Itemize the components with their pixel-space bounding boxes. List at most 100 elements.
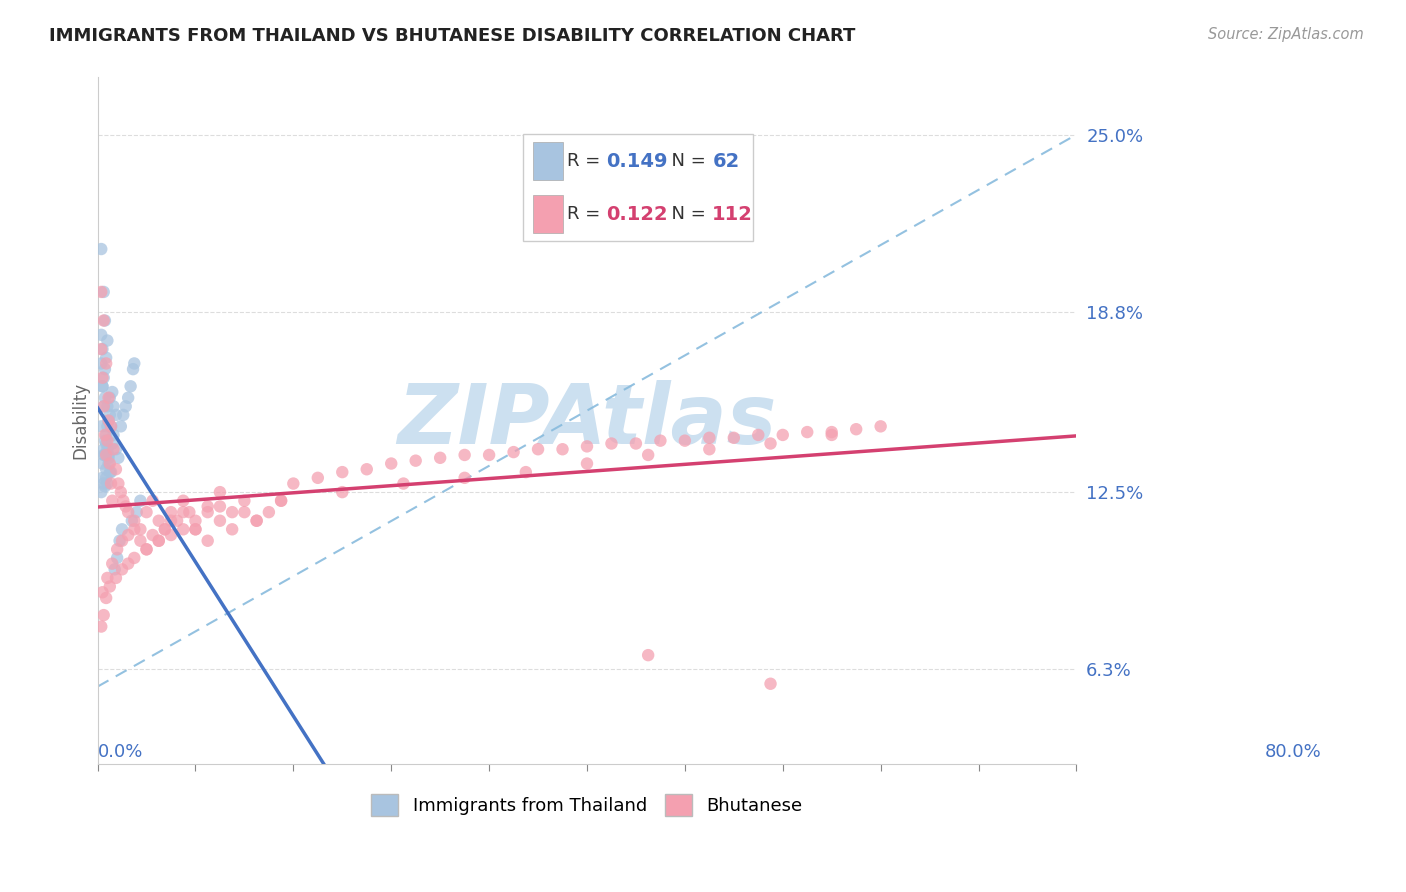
Point (699, 442, 721, 457)
Point (94, 436, 117, 450)
Point (330, 485, 353, 500)
Point (93, 400, 115, 414)
Point (221, 505, 243, 519)
Point (392, 476, 415, 491)
Point (96, 419, 118, 434)
Point (94, 479, 117, 493)
Point (184, 514, 207, 528)
Point (650, 434, 672, 448)
Point (122, 362, 145, 376)
Point (93, 442, 115, 457)
Point (90, 242, 112, 256)
Text: 112: 112 (713, 204, 754, 224)
Text: R =: R = (568, 152, 606, 170)
Point (94, 591, 117, 605)
Point (93, 476, 115, 491)
Point (759, 677, 782, 691)
Point (97, 448, 120, 462)
Point (105, 550, 128, 565)
Point (103, 400, 125, 414)
FancyBboxPatch shape (523, 135, 754, 241)
Point (107, 450, 129, 465)
Point (94, 313, 117, 327)
Point (148, 514, 170, 528)
Point (124, 356, 146, 370)
Point (135, 542, 157, 557)
Text: N =: N = (661, 152, 711, 170)
Point (575, 439, 598, 453)
Point (270, 493, 292, 508)
Point (129, 533, 152, 548)
Point (160, 514, 183, 528)
Point (93, 313, 115, 327)
Point (111, 522, 134, 536)
Point (208, 500, 231, 514)
Point (515, 465, 537, 479)
Point (91, 585, 114, 599)
Legend: Immigrants from Thailand, Bhutanese: Immigrants from Thailand, Bhutanese (364, 787, 810, 823)
Point (97, 391, 120, 405)
Point (94, 351, 117, 365)
Point (453, 471, 475, 485)
Point (453, 448, 475, 462)
Point (93, 448, 115, 462)
Text: 0.122: 0.122 (606, 204, 668, 224)
Text: 0.0%: 0.0% (97, 743, 143, 761)
Point (246, 514, 269, 528)
Point (208, 485, 231, 500)
Point (527, 442, 550, 457)
Point (429, 450, 451, 465)
Point (110, 485, 132, 500)
Point (94, 356, 117, 370)
Bar (533, 142, 562, 180)
Point (97, 414, 120, 428)
Point (101, 384, 124, 399)
Point (91, 379, 114, 393)
Point (91, 471, 114, 485)
Point (166, 514, 188, 528)
Point (91, 370, 114, 384)
Point (160, 505, 183, 519)
Point (197, 505, 219, 519)
Point (221, 522, 243, 536)
Point (197, 533, 219, 548)
Point (100, 476, 122, 491)
Point (330, 465, 353, 479)
Point (93, 370, 115, 384)
Point (129, 522, 152, 536)
Text: Source: ZipAtlas.com: Source: ZipAtlas.com (1208, 27, 1364, 42)
Point (90, 619, 112, 633)
Point (114, 500, 136, 514)
Point (111, 533, 134, 548)
Point (112, 493, 135, 508)
Point (502, 445, 524, 459)
Point (356, 462, 378, 476)
Point (96, 442, 118, 457)
Point (160, 528, 183, 542)
Point (94, 462, 117, 476)
Point (94, 428, 117, 442)
Point (104, 562, 127, 576)
Point (135, 542, 157, 557)
Point (107, 476, 129, 491)
Point (148, 533, 170, 548)
Point (821, 425, 844, 439)
Point (307, 471, 329, 485)
Point (97, 450, 120, 465)
Text: R =: R = (568, 205, 606, 223)
Point (172, 493, 194, 508)
Point (93, 400, 115, 414)
Point (117, 391, 139, 405)
Point (96, 334, 118, 348)
Point (94, 471, 117, 485)
Point (637, 648, 659, 662)
Point (90, 342, 112, 356)
Point (90, 485, 112, 500)
Point (90, 285, 112, 299)
Point (117, 505, 139, 519)
Point (208, 514, 231, 528)
Point (184, 522, 207, 536)
Point (796, 425, 818, 439)
Point (246, 514, 269, 528)
Point (184, 522, 207, 536)
